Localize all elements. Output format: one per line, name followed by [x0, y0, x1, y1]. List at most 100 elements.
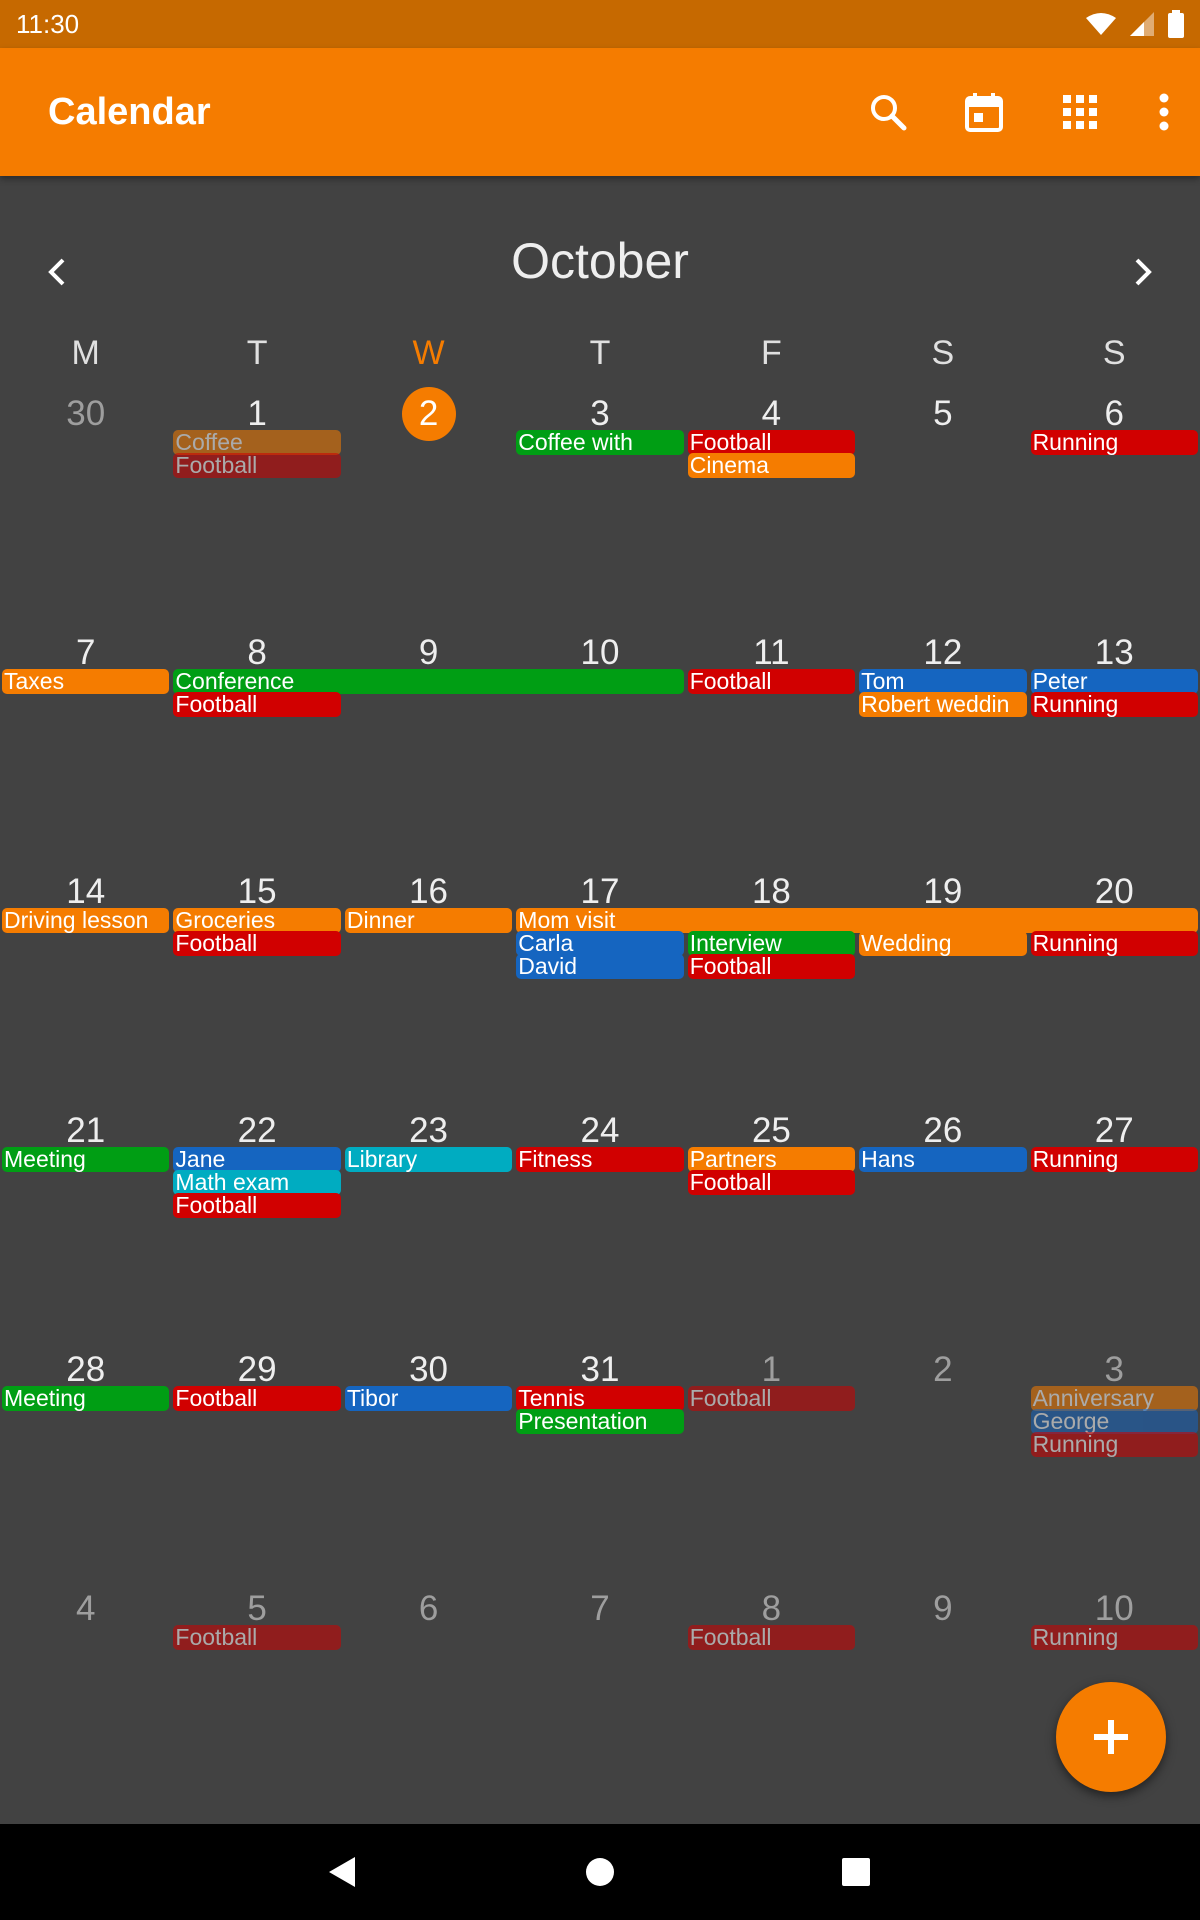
- event-chip[interactable]: Math exam: [173, 1170, 341, 1195]
- event-chip[interactable]: Dinner: [344, 908, 513, 933]
- event-chip[interactable]: Fitness: [516, 1147, 684, 1172]
- day-cell[interactable]: 6: [1029, 388, 1200, 440]
- event-chip[interactable]: Groceries: [173, 908, 341, 933]
- day-cell[interactable]: 9: [343, 627, 514, 679]
- event-chip[interactable]: Carla: [516, 931, 684, 956]
- event-chip[interactable]: Cinema: [687, 453, 856, 478]
- event-chip[interactable]: Anniversary: [1030, 1386, 1198, 1411]
- event-chip[interactable]: Hans: [859, 1147, 1027, 1172]
- event-chip[interactable]: Robert weddin: [859, 692, 1027, 717]
- event-chip[interactable]: Running: [1030, 1625, 1198, 1650]
- event-chip[interactable]: Football: [173, 931, 341, 956]
- event-chip[interactable]: David: [516, 954, 684, 979]
- event-chip[interactable]: Football: [687, 430, 856, 455]
- day-cell[interactable]: 7: [514, 1583, 685, 1635]
- day-cell[interactable]: 14: [0, 866, 171, 918]
- event-chip[interactable]: Football: [173, 692, 341, 717]
- event-chip[interactable]: Jane: [173, 1147, 341, 1172]
- day-cell[interactable]: 1: [171, 388, 342, 440]
- event-chip[interactable]: Meeting: [2, 1386, 170, 1411]
- event-chip[interactable]: Presentation: [516, 1409, 684, 1434]
- day-cell[interactable]: 9: [857, 1583, 1028, 1635]
- day-cell[interactable]: 24: [514, 1105, 685, 1157]
- day-cell[interactable]: 19: [857, 866, 1028, 918]
- event-chip[interactable]: Football: [687, 1170, 856, 1195]
- event-chip[interactable]: Tibor: [344, 1386, 513, 1411]
- day-cell[interactable]: 8: [171, 627, 342, 679]
- day-cell[interactable]: 26: [857, 1105, 1028, 1157]
- event-chip[interactable]: Football: [173, 1193, 341, 1218]
- event-chip[interactable]: Tom: [859, 669, 1027, 694]
- day-cell[interactable]: 10: [514, 627, 685, 679]
- home-icon: [586, 1858, 614, 1886]
- day-cell[interactable]: 31: [514, 1344, 685, 1396]
- day-cell[interactable]: 12: [857, 627, 1028, 679]
- event-chip[interactable]: Coffee: [173, 430, 341, 455]
- event-chip[interactable]: Running: [1030, 430, 1198, 455]
- event-chip[interactable]: Conference: [173, 669, 684, 694]
- event-chip[interactable]: Interview: [687, 931, 856, 956]
- event-chip[interactable]: Wedding: [859, 931, 1027, 956]
- event-chip[interactable]: Football: [687, 1625, 856, 1650]
- day-cell[interactable]: 4: [686, 388, 857, 440]
- day-cell[interactable]: 2: [857, 1344, 1028, 1396]
- day-cell[interactable]: 29: [171, 1344, 342, 1396]
- event-chip[interactable]: Running: [1030, 692, 1198, 717]
- day-cell[interactable]: 20: [1029, 866, 1200, 918]
- day-cell[interactable]: 5: [171, 1583, 342, 1635]
- event-chip[interactable]: Coffee with: [516, 430, 684, 455]
- day-cell[interactable]: 25: [686, 1105, 857, 1157]
- event-chip[interactable]: Football: [173, 1386, 341, 1411]
- day-cell[interactable]: 15: [171, 866, 342, 918]
- event-chip[interactable]: Football: [687, 1386, 856, 1411]
- event-chip[interactable]: Running: [1030, 931, 1198, 956]
- day-cell[interactable]: 3: [1029, 1344, 1200, 1396]
- event-chip[interactable]: Football: [687, 954, 856, 979]
- day-cell[interactable]: 5: [857, 388, 1028, 440]
- event-chip[interactable]: Meeting: [2, 1147, 170, 1172]
- day-cell[interactable]: 30: [0, 388, 171, 440]
- day-cell[interactable]: 18: [686, 866, 857, 918]
- event-chip[interactable]: Football: [173, 1625, 341, 1650]
- event-chip[interactable]: Mom visit: [516, 908, 1198, 933]
- event-chip[interactable]: Partners: [687, 1147, 856, 1172]
- search-button[interactable]: [840, 64, 936, 160]
- day-cell[interactable]: 23: [343, 1105, 514, 1157]
- event-chip[interactable]: Library: [344, 1147, 513, 1172]
- previous-month-button[interactable]: [20, 236, 92, 308]
- day-cell[interactable]: 2: [343, 387, 514, 441]
- day-cell[interactable]: 1: [686, 1344, 857, 1396]
- day-cell[interactable]: 7: [0, 627, 171, 679]
- day-cell[interactable]: 22: [171, 1105, 342, 1157]
- day-cell[interactable]: 8: [686, 1583, 857, 1635]
- event-chip[interactable]: Football: [687, 669, 856, 694]
- day-cell[interactable]: 27: [1029, 1105, 1200, 1157]
- back-button[interactable]: [312, 1842, 372, 1902]
- home-button[interactable]: [570, 1842, 630, 1902]
- day-cell[interactable]: 6: [343, 1583, 514, 1635]
- event-chip[interactable]: Football: [173, 453, 341, 478]
- recents-button[interactable]: [826, 1842, 886, 1902]
- new-event-button[interactable]: [1056, 1682, 1166, 1792]
- day-cell[interactable]: 16: [343, 866, 514, 918]
- event-chip[interactable]: Peter: [1030, 669, 1198, 694]
- event-chip[interactable]: George: [1030, 1409, 1198, 1434]
- day-cell[interactable]: 10: [1029, 1583, 1200, 1635]
- day-cell[interactable]: 28: [0, 1344, 171, 1396]
- event-chip[interactable]: Running: [1030, 1147, 1198, 1172]
- event-chip[interactable]: Running: [1030, 1432, 1198, 1457]
- change-view-button[interactable]: [1032, 64, 1128, 160]
- more-options-button[interactable]: [1128, 64, 1200, 160]
- event-chip[interactable]: Tennis: [516, 1386, 684, 1411]
- day-cell[interactable]: 3: [514, 388, 685, 440]
- go-to-today-button[interactable]: [936, 64, 1032, 160]
- event-chip[interactable]: Taxes: [2, 669, 170, 694]
- day-cell[interactable]: 30: [343, 1344, 514, 1396]
- day-cell[interactable]: 13: [1029, 627, 1200, 679]
- day-cell[interactable]: 4: [0, 1583, 171, 1635]
- day-cell[interactable]: 17: [514, 866, 685, 918]
- event-chip[interactable]: Driving lesson: [2, 908, 170, 933]
- day-cell[interactable]: 11: [686, 627, 857, 679]
- day-cell[interactable]: 21: [0, 1105, 171, 1157]
- next-month-button[interactable]: [1108, 236, 1180, 308]
